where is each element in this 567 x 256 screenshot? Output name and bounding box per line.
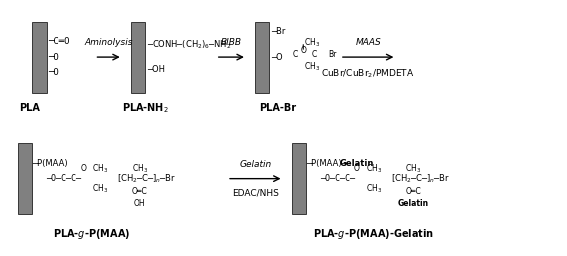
FancyBboxPatch shape (292, 143, 306, 214)
Text: ─P(MAA): ─P(MAA) (32, 159, 68, 168)
Text: C: C (312, 50, 317, 59)
Text: [CH$_2$─C─]$_n$─Br: [CH$_2$─C─]$_n$─Br (391, 172, 450, 185)
Text: ─O: ─O (271, 52, 283, 62)
FancyBboxPatch shape (18, 143, 32, 214)
Text: PLA: PLA (19, 103, 40, 113)
Text: [CH$_2$─C─]$_n$─Br: [CH$_2$─C─]$_n$─Br (117, 172, 176, 185)
FancyBboxPatch shape (32, 22, 46, 93)
Text: ─Br: ─Br (271, 27, 285, 36)
Text: ─O─C─C─: ─O─C─C─ (320, 174, 355, 183)
Text: PLA-NH$_2$: PLA-NH$_2$ (122, 101, 168, 115)
Text: CH$_3$: CH$_3$ (132, 162, 148, 175)
Text: OH: OH (134, 199, 146, 208)
Text: EDAC/NHS: EDAC/NHS (232, 189, 279, 198)
Text: Gelatin: Gelatin (397, 199, 429, 208)
Text: PLA-$g$-P(MAA)-Gelatin: PLA-$g$-P(MAA)-Gelatin (314, 227, 434, 241)
Text: CH$_3$: CH$_3$ (304, 61, 320, 73)
Text: O═C: O═C (405, 187, 421, 196)
Text: O: O (354, 164, 360, 173)
Text: ─O─C─C─: ─O─C─C─ (46, 174, 82, 183)
FancyBboxPatch shape (255, 22, 269, 93)
Text: CuBr/CuBr$_2$/PMDETA: CuBr/CuBr$_2$/PMDETA (321, 67, 415, 80)
Text: Br: Br (329, 50, 337, 59)
Text: O: O (301, 46, 306, 55)
Text: Gelatin: Gelatin (239, 159, 272, 168)
Text: CH$_3$: CH$_3$ (366, 183, 382, 195)
Text: C: C (292, 50, 298, 59)
Text: ─CONH─(CH$_2$)$_6$─NH$_2$: ─CONH─(CH$_2$)$_6$─NH$_2$ (147, 38, 231, 51)
Text: ─O: ─O (48, 68, 59, 77)
Text: CH$_3$: CH$_3$ (92, 162, 108, 175)
Text: CH$_3$: CH$_3$ (304, 37, 320, 49)
Text: ─OH: ─OH (147, 65, 165, 74)
Text: CH$_3$: CH$_3$ (366, 162, 382, 175)
Text: ─P(MAA)─: ─P(MAA)─ (306, 159, 346, 168)
Text: ─C═O: ─C═O (48, 37, 70, 46)
Text: PLA-Br: PLA-Br (259, 103, 297, 113)
Text: BIBB: BIBB (221, 38, 242, 47)
Text: O: O (81, 164, 86, 173)
Text: O═C: O═C (132, 187, 147, 196)
Text: Aminolysis: Aminolysis (84, 38, 133, 47)
Text: CH$_3$: CH$_3$ (405, 162, 421, 175)
Text: MAAS: MAAS (356, 38, 381, 47)
Text: PLA-$g$-P(MAA): PLA-$g$-P(MAA) (53, 227, 130, 241)
FancyBboxPatch shape (131, 22, 145, 93)
Text: CH$_3$: CH$_3$ (92, 183, 108, 195)
Text: ─O: ─O (48, 52, 59, 62)
Text: Gelatin: Gelatin (340, 159, 374, 168)
